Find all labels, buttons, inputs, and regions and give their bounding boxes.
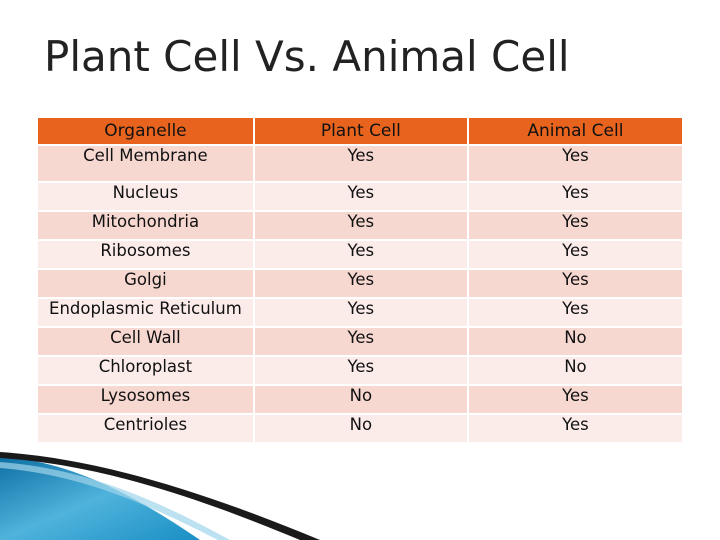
slide-title: Plant Cell Vs. Animal Cell	[44, 32, 570, 81]
table-row: Ribosomes Yes Yes	[38, 241, 682, 268]
animal-cell-value: Yes	[468, 241, 682, 268]
table-header-row: Organelle Plant Cell Animal Cell	[38, 118, 682, 144]
table-row: Endoplasmic Reticulum Yes Yes	[38, 299, 682, 326]
table-row: Centrioles No Yes	[38, 415, 682, 442]
comparison-table: Organelle Plant Cell Animal Cell Cell Me…	[36, 116, 684, 444]
plant-cell-value: Yes	[254, 270, 467, 297]
plant-cell-value: Yes	[254, 183, 467, 210]
decorative-swoosh	[0, 452, 320, 540]
animal-cell-value: Yes	[468, 386, 682, 413]
organelle-cell: Lysosomes	[38, 386, 253, 413]
animal-cell-value: Yes	[468, 183, 682, 210]
organelle-cell: Chloroplast	[38, 357, 253, 384]
organelle-cell: Centrioles	[38, 415, 253, 442]
swoosh-dark-stroke	[0, 452, 320, 540]
table-row: Lysosomes No Yes	[38, 386, 682, 413]
animal-cell-value: Yes	[468, 146, 682, 181]
table-row: Mitochondria Yes Yes	[38, 212, 682, 239]
header-organelle: Organelle	[38, 118, 253, 144]
animal-cell-value: Yes	[468, 415, 682, 442]
plant-cell-value: No	[254, 415, 467, 442]
plant-cell-value: Yes	[254, 241, 467, 268]
table-row: Nucleus Yes Yes	[38, 183, 682, 210]
plant-cell-value: Yes	[254, 357, 467, 384]
organelle-cell: Ribosomes	[38, 241, 253, 268]
header-plant-cell: Plant Cell	[254, 118, 467, 144]
animal-cell-value: Yes	[468, 270, 682, 297]
organelle-cell: Endoplasmic Reticulum	[38, 299, 253, 326]
animal-cell-value: No	[468, 328, 682, 355]
organelle-cell: Golgi	[38, 270, 253, 297]
animal-cell-value: Yes	[468, 299, 682, 326]
plant-cell-value: Yes	[254, 299, 467, 326]
plant-cell-value: Yes	[254, 328, 467, 355]
animal-cell-value: No	[468, 357, 682, 384]
plant-cell-value: No	[254, 386, 467, 413]
organelle-cell: Cell Wall	[38, 328, 253, 355]
organelle-cell: Mitochondria	[38, 212, 253, 239]
swoosh-blue-shape	[0, 456, 200, 540]
plant-cell-value: Yes	[254, 212, 467, 239]
header-animal-cell: Animal Cell	[468, 118, 682, 144]
table-row: Cell Wall Yes No	[38, 328, 682, 355]
table-row: Cell Membrane Yes Yes	[38, 146, 682, 181]
table-row: Chloroplast Yes No	[38, 357, 682, 384]
organelle-cell: Cell Membrane	[38, 146, 253, 181]
organelle-cell: Nucleus	[38, 183, 253, 210]
animal-cell-value: Yes	[468, 212, 682, 239]
swoosh-light-stroke	[0, 462, 230, 540]
table-row: Golgi Yes Yes	[38, 270, 682, 297]
plant-cell-value: Yes	[254, 146, 467, 181]
